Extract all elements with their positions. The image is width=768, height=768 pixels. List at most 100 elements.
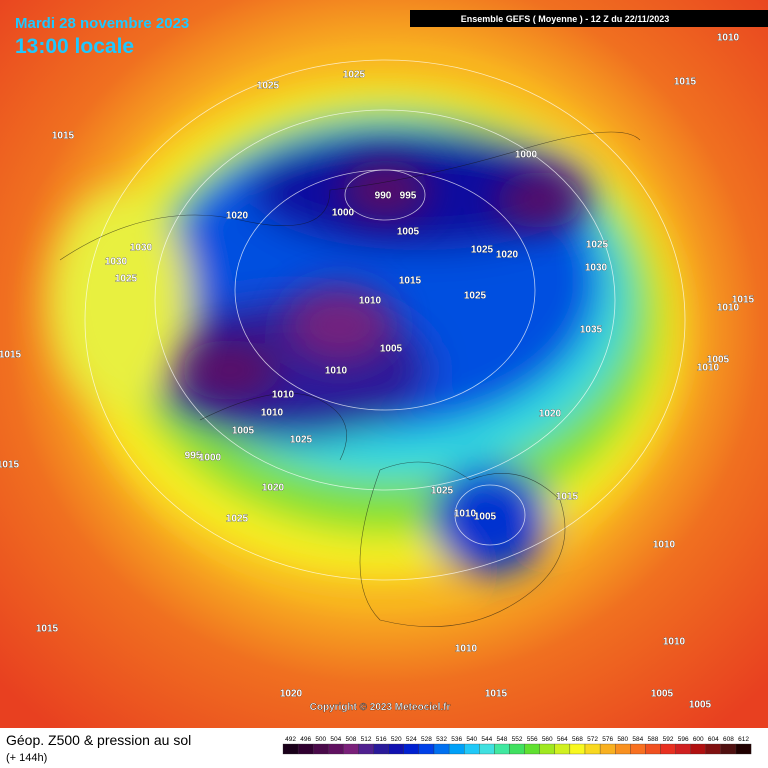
isobar-label: 1025 <box>586 240 609 251</box>
isobar-label: 1030 <box>105 257 128 268</box>
legend-swatch <box>509 743 525 755</box>
legend-label: 576 <box>602 736 613 743</box>
legend-label: 504 <box>330 736 341 743</box>
isobar-label: 1005 <box>397 227 420 238</box>
legend-label: 552 <box>512 736 523 743</box>
legend-label: 524 <box>406 736 417 743</box>
legend-label: 592 <box>663 736 674 743</box>
footer-title: Géop. Z500 & pression au sol <box>6 732 191 748</box>
isobar-label: 1020 <box>496 250 519 261</box>
legend-label: 500 <box>315 736 326 743</box>
legend-swatch <box>675 743 691 755</box>
isobar-label: 1025 <box>257 81 280 92</box>
legend-swatch <box>297 743 314 755</box>
isobar-label: 1005 <box>651 689 674 700</box>
isobar-label: 1010 <box>717 33 740 44</box>
legend-swatch <box>403 743 420 755</box>
legend-swatch <box>554 743 571 755</box>
legend-label: 512 <box>361 736 372 743</box>
legend-swatch <box>479 743 495 755</box>
legend-swatch <box>630 743 646 755</box>
legend-swatch <box>448 743 465 755</box>
legend-swatch <box>539 743 555 755</box>
isobar-label: 1010 <box>325 366 348 377</box>
isobar-label: 1010 <box>359 296 382 307</box>
legend-swatch <box>418 743 435 755</box>
isobar-label: 1020 <box>280 689 303 700</box>
isobar-label: 1015 <box>556 492 579 503</box>
legend-swatch <box>584 743 601 755</box>
legend-label: 588 <box>648 736 659 743</box>
isobar-label: 1015 <box>0 460 20 471</box>
isobar-label: 1025 <box>226 514 249 525</box>
isobar-label: 990 <box>375 191 392 202</box>
isobar-label: 1010 <box>454 509 477 520</box>
legend-swatch <box>433 743 450 755</box>
legend-swatch <box>343 743 359 755</box>
legend-label: 536 <box>451 736 462 743</box>
legend-label: 584 <box>632 736 643 743</box>
isobar-label: 1000 <box>332 208 355 219</box>
isobar-label: 1025 <box>431 486 454 497</box>
legend-swatch <box>464 743 480 755</box>
legend-label: 548 <box>497 736 508 743</box>
isobar-label: 1025 <box>115 274 138 285</box>
legend-swatch <box>524 743 540 755</box>
isobar-label: 1015 <box>485 689 508 700</box>
legend-swatch <box>690 743 706 755</box>
legend-label: 528 <box>421 736 432 743</box>
isobar-label: 1020 <box>262 483 285 494</box>
legend-label: 508 <box>346 736 357 743</box>
isobar-label: 1015 <box>674 77 697 88</box>
legend-label: 600 <box>693 736 704 743</box>
isobar-label: 1005 <box>380 344 403 355</box>
isobar-label: 1030 <box>130 243 153 254</box>
legend-label: 596 <box>678 736 689 743</box>
isobar-label: 1005 <box>474 512 497 523</box>
isobar-label: 995 <box>400 191 417 202</box>
legend-label: 560 <box>542 736 553 743</box>
isobar-label: 1020 <box>226 211 249 222</box>
legend-swatch <box>735 743 752 755</box>
legend-label: 532 <box>436 736 447 743</box>
isobar-label: 1010 <box>717 303 740 314</box>
legend-swatch <box>705 743 722 755</box>
legend-label: 520 <box>391 736 402 743</box>
isobar-label: 1000 <box>515 150 538 161</box>
isobar-label: 1025 <box>343 70 366 81</box>
isobar-label: 1005 <box>232 426 255 437</box>
legend-swatch <box>313 743 329 755</box>
legend-label: 556 <box>527 736 538 743</box>
model-info: Ensemble GEFS ( Moyenne ) - 12 Z du 22/1… <box>461 14 670 24</box>
date: Mardi 28 novembre 2023 <box>15 15 189 32</box>
isobar-label: 1015 <box>399 276 422 287</box>
isobar-label: 1010 <box>272 390 295 401</box>
legend-swatch <box>388 743 404 755</box>
copyright: Copyright © 2023 Meteociel.fr <box>310 702 451 713</box>
legend-swatch <box>660 743 676 755</box>
legend-label: 492 <box>285 736 296 743</box>
legend-label: 496 <box>300 736 311 743</box>
isobar-label: 1005 <box>689 700 712 711</box>
legend-label: 544 <box>481 736 492 743</box>
isobar-label: 1015 <box>52 131 75 142</box>
footer-subtitle: (+ 144h) <box>6 752 47 764</box>
legend-swatch <box>599 743 616 755</box>
isobar-label: 1010 <box>653 540 676 551</box>
isobar-label: 1005 <box>707 355 730 366</box>
legend-label: 568 <box>572 736 583 743</box>
legend-swatch <box>569 743 586 755</box>
legend-label: 540 <box>466 736 477 743</box>
legend-label: 604 <box>708 736 719 743</box>
local-time: 13:00 locale <box>15 35 134 58</box>
isobar-label: 1000 <box>199 453 222 464</box>
legend-label: 516 <box>376 736 387 743</box>
legend-swatch <box>720 743 737 755</box>
legend-swatch <box>282 743 299 755</box>
isobar-label: 1020 <box>539 409 562 420</box>
isobar-label: 1015 <box>0 350 22 361</box>
legend-swatch <box>358 743 374 755</box>
isobar-label: 1025 <box>290 435 313 446</box>
legend-label: 564 <box>557 736 568 743</box>
